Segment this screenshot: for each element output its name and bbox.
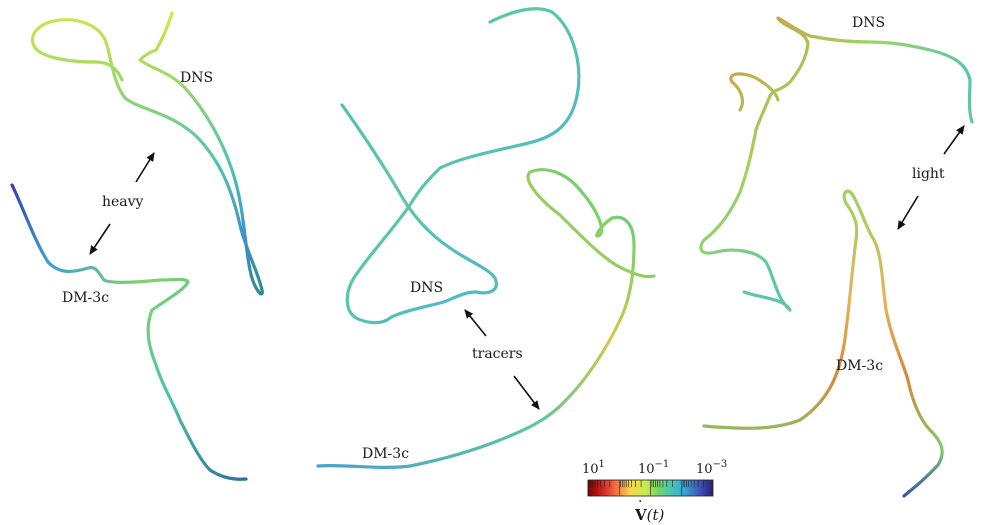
- label-dm3c-tracers: DM-3c: [362, 446, 409, 462]
- colorbar-tick-label-2: 10−3: [696, 459, 727, 477]
- panel-light: DNS light DM-3c: [699, 15, 974, 498]
- arrow-heavy-up: [135, 152, 155, 183]
- arrow-tracers-down: [513, 375, 540, 410]
- trajectory-dns-tracers: [340, 7, 581, 325]
- label-particle-light: light: [912, 166, 945, 182]
- label-dm3c-light: DM-3c: [836, 358, 883, 374]
- arrow-heavy-down: [89, 223, 111, 255]
- label-dns-heavy: DNS: [180, 70, 213, 86]
- panel-tracers: DNS tracers DM-3c: [316, 7, 656, 469]
- arrow-tracers-up: [464, 309, 487, 337]
- trajectory-dns-heavy: [30, 11, 264, 296]
- label-dm3c-heavy: DM-3c: [62, 290, 109, 306]
- label-particle-tracers: tracers: [472, 346, 523, 362]
- arrow-light-down: [897, 195, 919, 230]
- trajectory-dm3c-tracers: [316, 168, 656, 469]
- colorbar: 101 10−1 10−3 V(t) ·: [582, 459, 727, 524]
- label-dns-tracers: DNS: [410, 280, 443, 296]
- colorbar-minor-ticks: [587, 480, 704, 496]
- arrow-light-up: [943, 125, 965, 155]
- trajectory-dns-light: [699, 16, 974, 312]
- colorbar-tick-label-0: 101: [582, 459, 605, 477]
- trajectory-dm3c-light: [702, 189, 944, 498]
- colorbar-tick-label-1: 10−1: [638, 459, 669, 477]
- trajectory-dm3c-heavy: [10, 183, 248, 481]
- panel-heavy: DNS heavy DM-3c: [10, 11, 264, 481]
- label-dns-light: DNS: [852, 15, 885, 31]
- colorbar-title: V(t): [634, 506, 665, 524]
- colorbar-title-dot: ·: [638, 494, 642, 510]
- label-particle-heavy: heavy: [102, 194, 144, 210]
